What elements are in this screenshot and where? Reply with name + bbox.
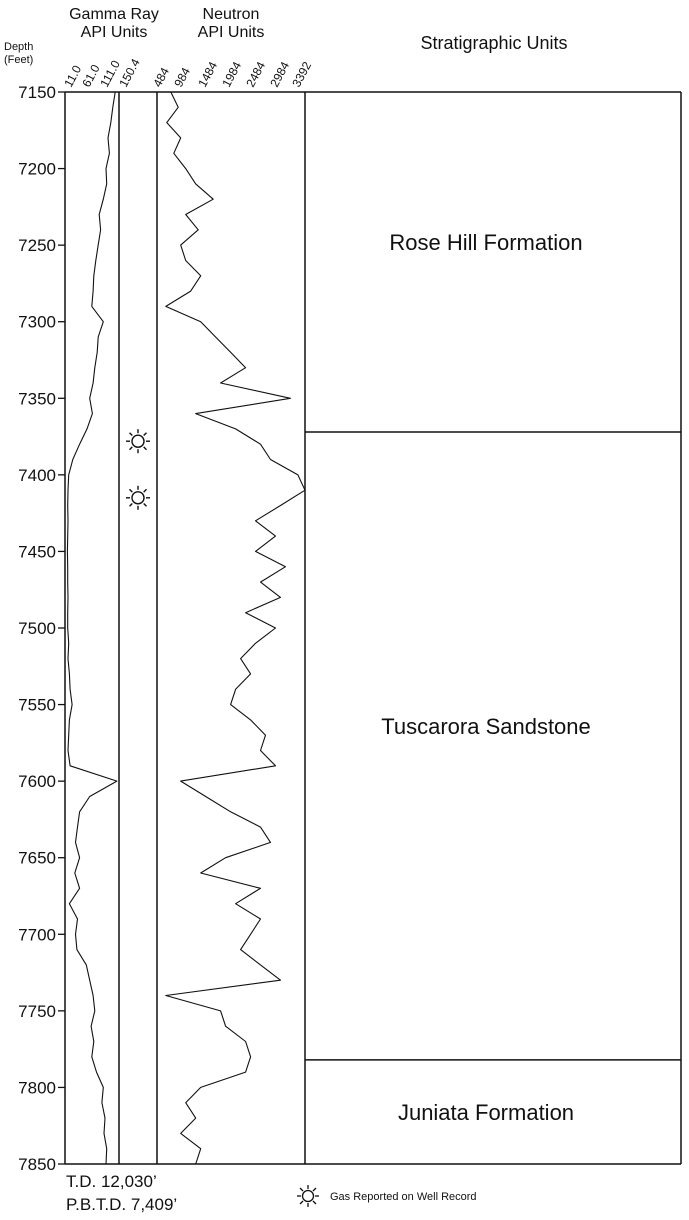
depth-tick-label: 7600 (18, 772, 56, 791)
neutron-tick-label: 1484 (195, 59, 220, 89)
neutron-track-title-line2: API Units (198, 24, 265, 41)
plug-back-depth-label: P.B.T.D. 7,409’ (66, 1195, 177, 1214)
depth-tick-label: 7700 (18, 925, 56, 944)
neutron-tick-label: 484 (150, 65, 172, 90)
depth-tick-label: 7200 (18, 160, 56, 179)
total-depth-label: T.D. 12,030’ (66, 1172, 157, 1191)
strat-units: Rose Hill Formation Tuscarora Sandstone Ju… (305, 230, 681, 1125)
neutron-tick-label: 3392 (289, 59, 314, 89)
depth-axis-label-line1: Depth (4, 41, 33, 53)
gamma-tick-labels: 11.0 61.0 111.0 150.4 (61, 56, 143, 89)
neutron-curve (165, 91, 306, 1165)
depth-tick-label: 7750 (18, 1002, 56, 1021)
gamma-tick-label: 61.0 (79, 62, 102, 89)
gas-markers (126, 429, 150, 510)
depth-tick-label: 7250 (18, 236, 56, 255)
depth-tick-label: 7800 (18, 1078, 56, 1097)
depth-tick-label: 7350 (18, 389, 56, 408)
depth-tick-label: 7150 (18, 83, 56, 102)
depth-tick-label: 7550 (18, 696, 56, 715)
neutron-tick-labels: 484 984 1484 1984 2484 2984 3392 (150, 59, 314, 89)
neutron-tick-label: 984 (171, 65, 193, 90)
neutron-tick-label: 2484 (243, 59, 268, 89)
strat-track-title: Stratigraphic Units (420, 33, 567, 53)
strat-unit-label: Tuscarora Sandstone (381, 714, 591, 739)
depth-ticks: 7150 7200 7250 7300 7350 7400 7450 7500 7550 7600… (18, 83, 65, 1174)
neutron-track-title-line1: Neutron (203, 6, 260, 23)
gamma-tick-label: 150.4 (116, 56, 143, 89)
depth-tick-label: 7300 (18, 313, 56, 332)
depth-tick-label: 7650 (18, 849, 56, 868)
depth-tick-label: 7400 (18, 466, 56, 485)
strat-unit-label: Juniata Formation (398, 1100, 574, 1125)
gas-sun-icon (126, 429, 150, 454)
depth-tick-label: 7500 (18, 619, 56, 638)
depth-axis-label-line2: (Feet) (4, 54, 33, 66)
gas-legend-icon (297, 1185, 319, 1207)
gamma-ray-curve (66, 91, 118, 1165)
strat-unit-label: Rose Hill Formation (389, 230, 582, 255)
gamma-tick-label: 11.0 (61, 63, 84, 90)
track-frames (64, 91, 682, 1165)
gas-legend-label: Gas Reported on Well Record (330, 1191, 477, 1203)
depth-tick-label: 7850 (18, 1155, 56, 1174)
gamma-track-title-line1: Gamma Ray (69, 6, 159, 23)
gamma-track-title-line2: API Units (81, 24, 148, 41)
neutron-tick-label: 1984 (219, 59, 244, 89)
depth-tick-label: 7450 (18, 542, 56, 561)
neutron-tick-label: 2984 (267, 59, 292, 89)
gas-sun-icon (126, 485, 150, 510)
